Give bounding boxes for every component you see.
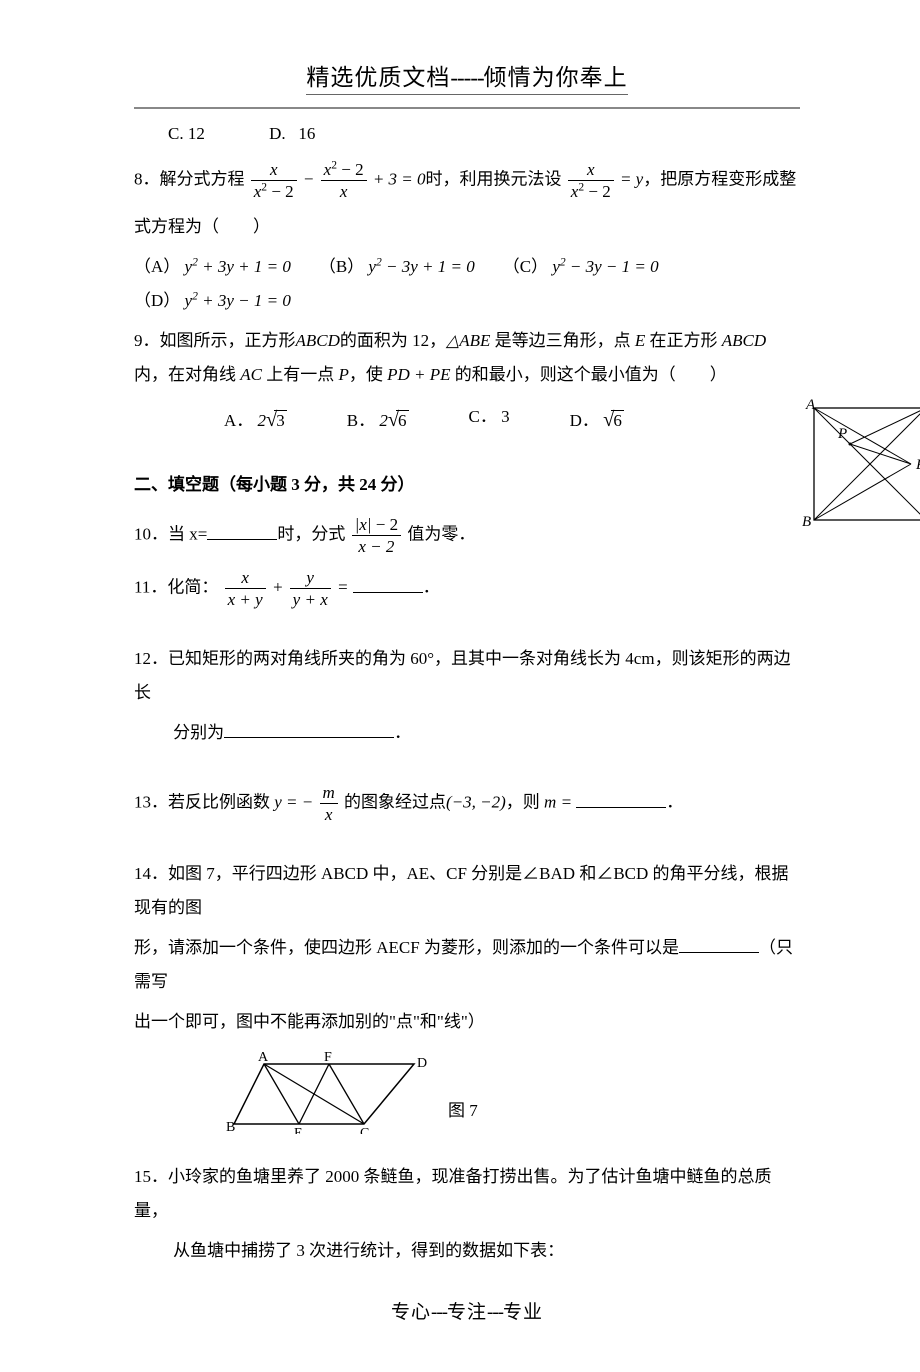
q15-line1: 15．小玲家的鱼塘里养了 2000 条鲢鱼，现准备打捞出售。为了估计鱼塘中鲢鱼的…: [134, 1160, 800, 1228]
q10-num: 10．: [134, 525, 168, 544]
q12-blank: [224, 723, 394, 738]
q13-blank: [576, 792, 666, 807]
q8-minus: −: [303, 169, 314, 188]
q8-text-b: 时，利用换元法设: [426, 169, 562, 188]
q9-optC: C． 3: [469, 400, 510, 441]
svg-text:B: B: [226, 1120, 235, 1134]
q8-frac2: x2 − 2 x: [321, 161, 367, 200]
q8-optD-label: （D）: [134, 291, 180, 310]
q7-optC-val: 12: [188, 124, 205, 143]
svg-text:C: C: [360, 1126, 369, 1134]
q8-optA-eq: + 3y + 1 = 0: [202, 257, 291, 276]
header-left: 精选优质文档: [306, 65, 450, 90]
q11-blank: [353, 577, 423, 592]
q12: 12．已知矩形的两对角线所夹的角为 60°，且其中一条对角线长为 4cm，则该矩…: [134, 642, 800, 710]
q9-optA: A． 2√3: [224, 400, 287, 441]
q8-sub-eq: = y: [620, 169, 643, 188]
q15-num: 15．: [134, 1167, 168, 1186]
q8-optA-label: （A）: [134, 257, 180, 276]
svg-text:F: F: [324, 1050, 332, 1065]
svg-text:A: A: [805, 397, 816, 413]
q8-text-a: 解分式方程: [160, 169, 245, 188]
q14-caption: 图 7: [448, 1094, 478, 1134]
q8-optD-eq: + 3y − 1 = 0: [202, 291, 291, 310]
q12-line2: 分别为．: [134, 716, 800, 750]
q14-line1: 14．如图 7，平行四边形 ABCD 中，AE、CF 分别是∠BAD 和∠BCD…: [134, 857, 800, 925]
header-right: 倾情为你奉上: [484, 65, 628, 90]
q9-figure: A D B C E P: [800, 394, 920, 546]
q10: 10．当 x=时，分式 |x| − 2 x − 2 值为零．: [134, 512, 800, 559]
q8-text-c: ，把原方程变形成整: [643, 169, 796, 188]
q14-blank: [679, 938, 759, 953]
q12-num: 12．: [134, 649, 168, 668]
q8-optB-label: （B）: [319, 257, 364, 276]
q15-line2: 从鱼塘中捕捞了 3 次进行统计，得到的数据如下表：: [134, 1234, 800, 1268]
q13-num: 13．: [134, 793, 168, 812]
svg-text:E: E: [915, 457, 920, 473]
q14-line2: 形，请添加一个条件，使四边形 AECF 为菱形，则添加的一个条件可以是（只需写: [134, 931, 800, 999]
q10-frac: |x| − 2 x − 2: [352, 516, 402, 555]
header-rule: [134, 107, 800, 109]
q8: 8．解分式方程 x x2 − 2 − x2 − 2 x + 3 = 0时，利用换…: [134, 157, 800, 204]
svg-text:P: P: [837, 426, 847, 442]
q7-optD-val: 16: [298, 124, 315, 143]
q7-options: C. 12 D. 16: [134, 117, 800, 151]
q11: 11．化简： xx + y + yy + x = ．: [134, 565, 800, 612]
svg-text:E: E: [294, 1126, 303, 1134]
q14-figure: A F D B E C: [224, 1049, 434, 1134]
svg-text:D: D: [417, 1056, 427, 1071]
q13: 13．若反比例函数 y = − mx 的图象经过点(−3, −2)，则 m = …: [134, 780, 800, 827]
q9-optD: D． √6: [570, 400, 624, 441]
svg-text:A: A: [258, 1050, 269, 1065]
q9: 9．如图所示，正方形ABCD的面积为 12，△ABE 是等边三角形，点 E 在正…: [134, 324, 800, 441]
q8-sub-frac: x x2 − 2: [568, 161, 614, 200]
header-dashes: -----: [450, 65, 483, 90]
q9-optB: B． 2√6: [347, 400, 409, 441]
q8-optC-label: （C）: [503, 257, 548, 276]
section2-heading: 二、填空题（每小题 3 分，共 24 分）: [134, 468, 800, 502]
q11-num: 11．: [134, 578, 167, 597]
q14-figure-row: A F D B E C 图 7: [134, 1049, 800, 1134]
q8-optB-eq: − 3y + 1 = 0: [386, 257, 475, 276]
q10-blank: [207, 524, 277, 539]
svg-text:B: B: [802, 514, 811, 530]
q8-frac1: x x2 − 2: [251, 161, 297, 200]
q8-options: （A） y2 + 3y + 1 = 0 （B） y2 − 3y + 1 = 0 …: [134, 250, 800, 318]
q8-optC-eq: − 3y − 1 = 0: [570, 257, 659, 276]
q8-eq-tail: + 3 = 0: [373, 169, 426, 188]
q8-num: 8．: [134, 169, 160, 188]
q7-optD-label: D.: [269, 124, 286, 143]
q7-optC-label: C.: [168, 124, 184, 143]
page-footer: 专心---专注---专业: [134, 1294, 800, 1332]
page-header: 精选优质文档-----倾情为你奉上: [134, 58, 800, 95]
q14-num: 14．: [134, 864, 168, 883]
q9-num: 9．: [134, 331, 160, 350]
q14-line3: 出一个即可，图中不能再添加别的"点"和"线"）: [134, 1005, 800, 1039]
q8-line2: 式方程为（ ）: [134, 210, 800, 244]
